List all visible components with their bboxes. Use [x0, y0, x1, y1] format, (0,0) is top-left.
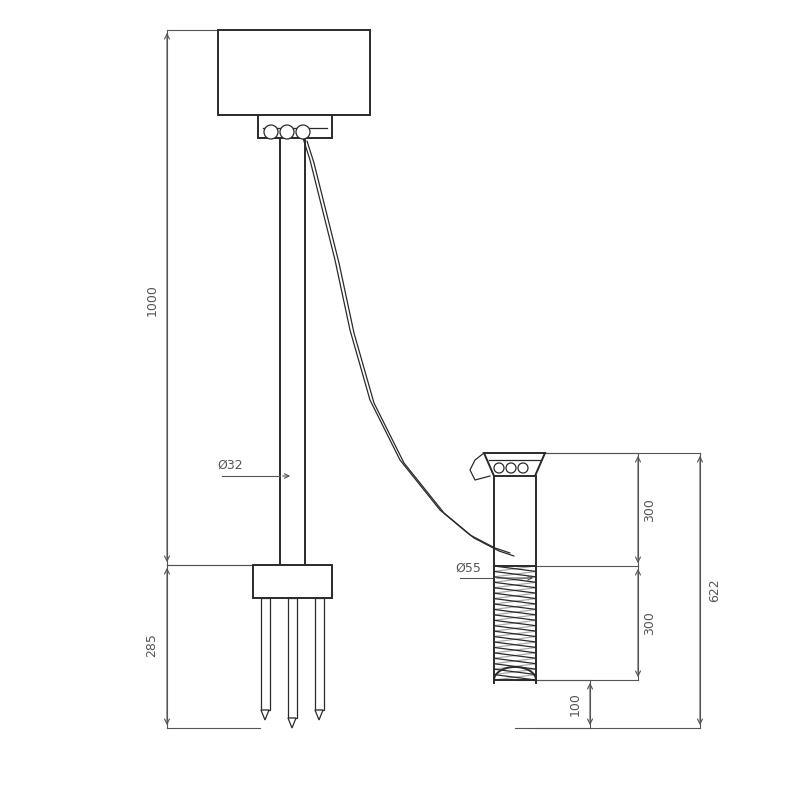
Text: 285: 285 — [146, 633, 158, 657]
Polygon shape — [484, 453, 545, 476]
Text: 300: 300 — [643, 611, 657, 635]
Bar — [253, 565, 332, 598]
Text: 622: 622 — [709, 578, 722, 602]
Polygon shape — [288, 718, 296, 728]
Bar — [315, 598, 324, 710]
Text: 100: 100 — [569, 692, 582, 716]
Circle shape — [264, 125, 278, 139]
Circle shape — [494, 463, 504, 473]
Text: 1000: 1000 — [146, 284, 158, 316]
Text: Ø32: Ø32 — [217, 459, 243, 471]
Bar — [218, 30, 370, 115]
Circle shape — [280, 125, 294, 139]
Polygon shape — [315, 710, 323, 720]
Bar — [288, 598, 297, 718]
Circle shape — [296, 125, 310, 139]
Bar — [258, 115, 332, 138]
Circle shape — [506, 463, 516, 473]
Circle shape — [518, 463, 528, 473]
Text: 300: 300 — [643, 498, 657, 522]
Polygon shape — [261, 710, 269, 720]
Text: Ø55: Ø55 — [455, 561, 481, 575]
Bar — [261, 598, 270, 710]
